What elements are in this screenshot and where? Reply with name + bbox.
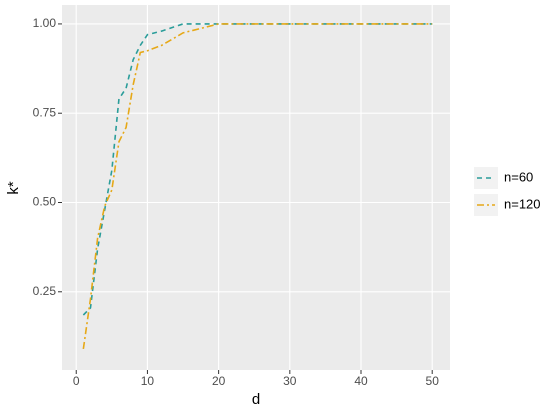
y-tick-label: 1.00 [33,16,57,30]
legend-label: n=60 [504,169,533,184]
y-tick-label: 0.50 [33,195,57,209]
x-tick-label: 0 [73,374,80,388]
x-axis-title: d [252,391,260,408]
x-tick-label: 20 [212,374,226,388]
legend-label: n=120 [504,196,541,211]
series-line [82,23,433,316]
x-tick-label: 40 [354,374,368,388]
y-axis-title: k* [5,181,22,195]
panel-background [62,5,450,370]
x-tick-label: 10 [141,374,155,388]
x-tick-label: 30 [283,374,297,388]
x-tick-label: 50 [426,374,440,388]
legend-key [474,194,498,216]
series-line [82,23,433,350]
y-tick-label: 0.75 [33,105,57,119]
y-tick-label: 0.25 [33,284,57,298]
